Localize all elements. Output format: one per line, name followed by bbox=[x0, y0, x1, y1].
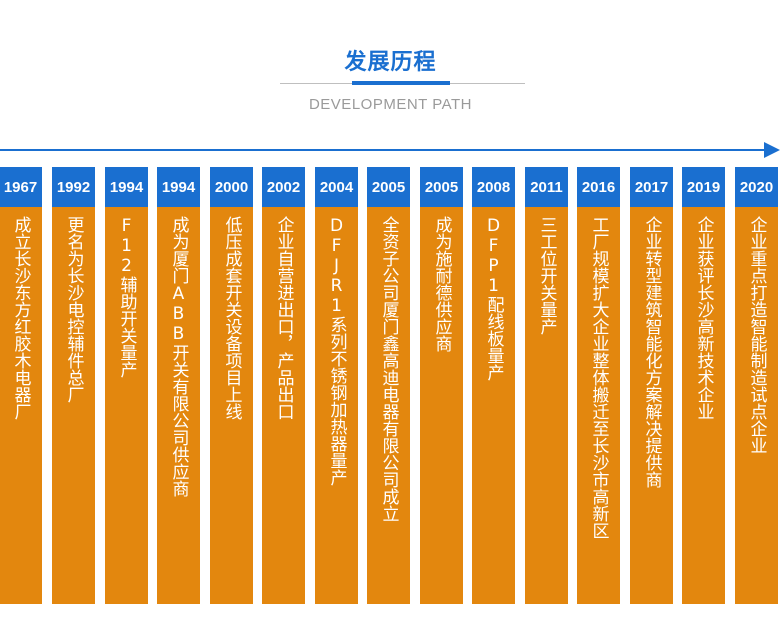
milestone-text: 低压成套开关设备项目上线 bbox=[221, 216, 242, 420]
milestone-description: 成立长沙东方红胶木电器厂 bbox=[0, 207, 42, 604]
milestone-year: 2011 bbox=[525, 167, 568, 207]
milestone-year: 2020 bbox=[735, 167, 778, 207]
milestone-year: 1992 bbox=[52, 167, 95, 207]
milestone-card: 1992 更名为长沙电控辅件总厂 bbox=[52, 167, 95, 604]
milestone-card: 1994 F12辅助开关量产 bbox=[105, 167, 148, 604]
milestone-card: 2008 DFP1配线板量产 bbox=[472, 167, 515, 604]
milestone-description: DFJR1系列不锈钢加热器量产 bbox=[315, 207, 358, 604]
milestone-year: 2004 bbox=[315, 167, 358, 207]
milestone-text: 工厂规模扩大企业整体搬迁至长沙市高新区 bbox=[588, 216, 609, 539]
milestone-text: 企业重点打造智能制造试点企业 bbox=[746, 216, 767, 454]
title-underline-accent bbox=[352, 81, 450, 85]
milestone-text: F12辅助开关量产 bbox=[116, 216, 137, 378]
milestone-text: 成为施耐德供应商 bbox=[431, 216, 452, 352]
milestone-card: 2004 DFJR1系列不锈钢加热器量产 bbox=[315, 167, 358, 604]
milestone-text: 企业获评长沙高新技术企业 bbox=[693, 216, 714, 420]
milestone-description: 成为施耐德供应商 bbox=[420, 207, 463, 604]
milestone-card: 1994 成为厦门ABB开关有限公司供应商 bbox=[157, 167, 200, 604]
milestone-card: 2000 低压成套开关设备项目上线 bbox=[210, 167, 253, 604]
milestone-card: 2005 成为施耐德供应商 bbox=[420, 167, 463, 604]
milestone-year: 2017 bbox=[630, 167, 673, 207]
milestone-card: 2011 三工位开关量产 bbox=[525, 167, 568, 604]
milestone-text: 成立长沙东方红胶木电器厂 bbox=[10, 216, 31, 420]
milestone-description: DFP1配线板量产 bbox=[472, 207, 515, 604]
section-title: 发展历程 bbox=[344, 50, 437, 75]
milestone-description: 更名为长沙电控辅件总厂 bbox=[52, 207, 95, 604]
timeline-axis bbox=[0, 149, 770, 151]
milestone-text: 全资子公司厦门鑫高迪电器有限公司成立 bbox=[378, 216, 399, 522]
milestone-description: 三工位开关量产 bbox=[525, 207, 568, 604]
milestone-description: 企业获评长沙高新技术企业 bbox=[682, 207, 725, 604]
milestone-year: 2008 bbox=[472, 167, 515, 207]
milestone-text: 企业转型建筑智能化方案解决提供商 bbox=[641, 216, 662, 488]
milestone-card: 2019 企业获评长沙高新技术企业 bbox=[682, 167, 725, 604]
milestone-description: 企业转型建筑智能化方案解决提供商 bbox=[630, 207, 673, 604]
milestone-description: 全资子公司厦门鑫高迪电器有限公司成立 bbox=[367, 207, 410, 604]
milestone-text: DFP1配线板量产 bbox=[483, 216, 504, 381]
milestone-description: 企业重点打造智能制造试点企业 bbox=[735, 207, 778, 604]
milestone-year: 1967 bbox=[0, 167, 42, 207]
milestone-card: 2017 企业转型建筑智能化方案解决提供商 bbox=[630, 167, 673, 604]
milestone-card: 2020 企业重点打造智能制造试点企业 bbox=[735, 167, 778, 604]
timeline: 1967 成立长沙东方红胶木电器厂 1992 更名为长沙电控辅件总厂 1994 … bbox=[0, 167, 781, 604]
milestone-description: F12辅助开关量产 bbox=[105, 207, 148, 604]
milestone-text: 成为厦门ABB开关有限公司供应商 bbox=[168, 216, 189, 497]
milestone-year: 1994 bbox=[105, 167, 148, 207]
milestone-card: 2016 工厂规模扩大企业整体搬迁至长沙市高新区 bbox=[577, 167, 620, 604]
milestone-year: 1994 bbox=[157, 167, 200, 207]
milestone-description: 低压成套开关设备项目上线 bbox=[210, 207, 253, 604]
milestone-text: 更名为长沙电控辅件总厂 bbox=[63, 216, 84, 403]
milestone-year: 2000 bbox=[210, 167, 253, 207]
milestone-year: 2005 bbox=[420, 167, 463, 207]
milestone-text: 三工位开关量产 bbox=[536, 216, 557, 335]
milestone-year: 2005 bbox=[367, 167, 410, 207]
milestone-card: 2002 企业自营进出口，产品出口 bbox=[262, 167, 305, 604]
arrow-right-icon bbox=[764, 142, 780, 158]
milestone-description: 工厂规模扩大企业整体搬迁至长沙市高新区 bbox=[577, 207, 620, 604]
milestone-description: 企业自营进出口，产品出口 bbox=[262, 207, 305, 604]
section-subtitle: DEVELOPMENT PATH bbox=[308, 96, 473, 113]
milestone-text: 企业自营进出口，产品出口 bbox=[273, 216, 294, 420]
milestone-year: 2002 bbox=[262, 167, 305, 207]
milestone-card: 2005 全资子公司厦门鑫高迪电器有限公司成立 bbox=[367, 167, 410, 604]
milestone-card: 1967 成立长沙东方红胶木电器厂 bbox=[0, 167, 42, 604]
milestone-year: 2019 bbox=[682, 167, 725, 207]
milestone-text: DFJR1系列不锈钢加热器量产 bbox=[326, 216, 347, 486]
milestone-description: 成为厦门ABB开关有限公司供应商 bbox=[157, 207, 200, 604]
milestone-year: 2016 bbox=[577, 167, 620, 207]
